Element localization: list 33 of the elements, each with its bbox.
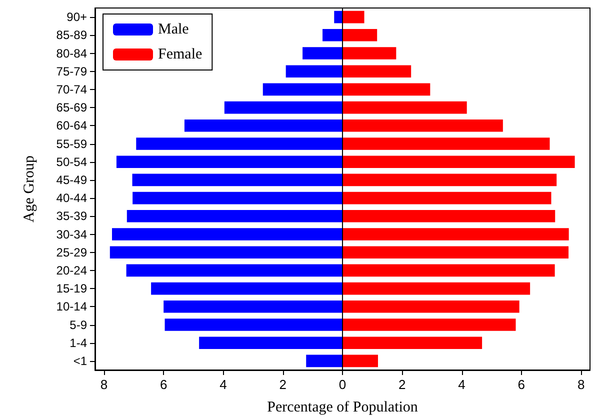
y-tick-label: 5-9: [70, 318, 88, 332]
x-tick-label: 2: [398, 377, 406, 392]
y-tick-label: 85-89: [56, 28, 88, 42]
y-tick-label: 40-44: [56, 191, 88, 206]
y-tick-label: 10-14: [56, 300, 88, 314]
x-tick-label: 2: [279, 377, 286, 392]
y-tick-label: 15-19: [56, 282, 88, 296]
x-tick-label: 6: [160, 377, 168, 392]
y-tick-label: 1-4: [70, 336, 88, 350]
x-tick-label: 0: [338, 377, 346, 392]
y-tick-label: 55-59: [56, 136, 88, 151]
legend-label: Male: [158, 22, 190, 38]
y-axis-title: Age Group: [22, 155, 38, 223]
y-tick-label: 25-29: [56, 245, 88, 260]
y-tick-label: 65-69: [56, 100, 88, 115]
x-tick-label: 8: [577, 377, 585, 392]
y-tick-label: <1: [73, 354, 88, 368]
x-tick-label: 8: [100, 377, 108, 392]
y-tick-label: 60-64: [56, 118, 88, 133]
x-tick-label: 6: [518, 377, 526, 392]
y-tick-label: 35-39: [56, 209, 88, 224]
y-tick-label: 70-74: [56, 82, 88, 96]
y-tick-label: 30-34: [56, 227, 88, 242]
y-tick-label: 80-84: [56, 46, 88, 60]
x-tick-label: 4: [220, 377, 227, 392]
y-tick-label: 20-24: [56, 263, 88, 278]
y-tick-label: 45-49: [56, 172, 88, 187]
y-tick-label: 50-54: [56, 154, 88, 169]
y-tick-label: 90+: [66, 10, 87, 24]
x-tick-label: 4: [458, 377, 466, 392]
legend-label: Female: [158, 46, 202, 62]
x-axis-title: Percentage of Population: [267, 400, 418, 416]
y-tick-label: 75-79: [56, 64, 88, 78]
